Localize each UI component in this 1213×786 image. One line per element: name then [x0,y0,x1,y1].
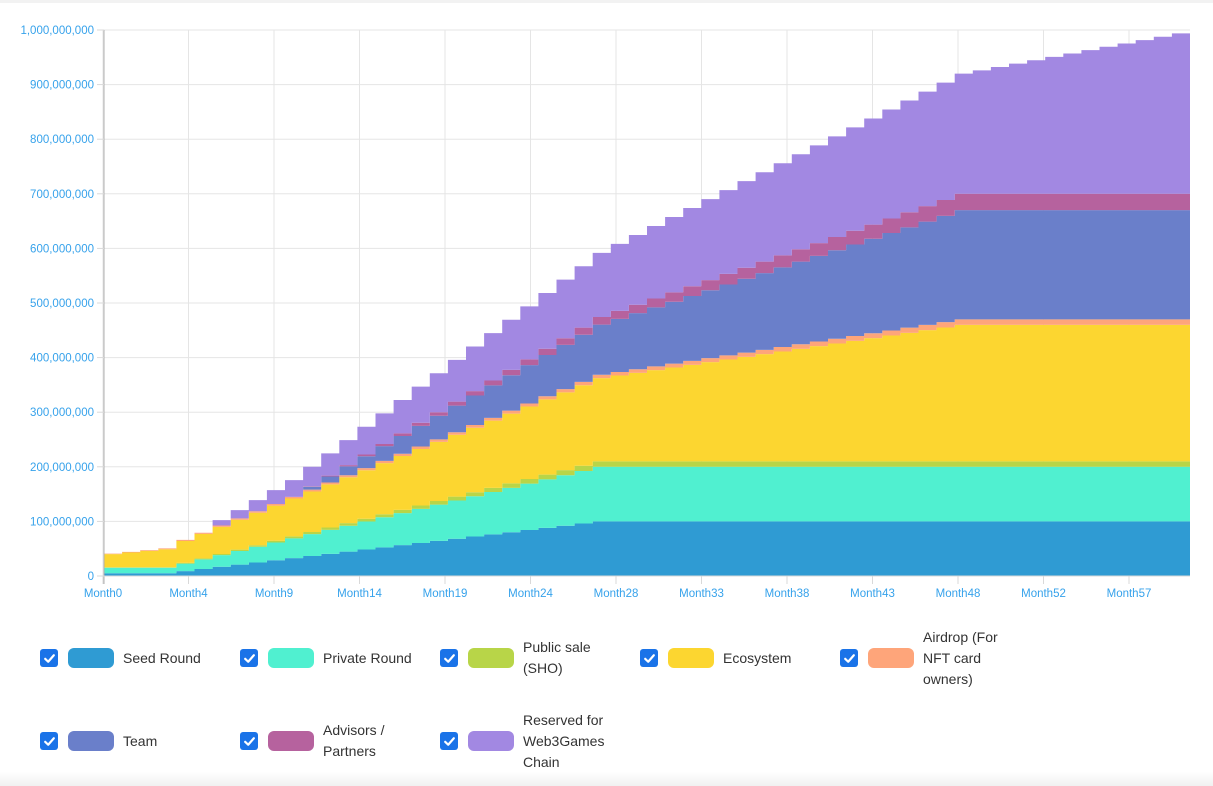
legend-checkbox[interactable] [440,732,458,750]
y-tick-label: 1,000,000,000 [20,25,94,37]
checkmark-icon [643,653,655,663]
area-ecosystem [104,324,1190,568]
checkmark-icon [843,653,855,663]
y-tick-label: 900,000,000 [30,80,94,92]
legend-swatch[interactable] [668,648,714,668]
legend-item-ecosystem[interactable]: Ecosystem [640,628,818,688]
legend-label-line: owners) [923,670,973,687]
area-team [104,210,1190,554]
top-border [0,0,1213,3]
legend-swatch[interactable] [468,648,514,668]
legend-label: Private Round [323,648,418,669]
y-tick-label: 100,000,000 [30,516,94,528]
legend-label: Ecosystem [723,648,818,669]
area-private-round [104,466,1190,574]
legend-label: Reserved for Web3Games Chain [523,710,618,773]
checkmark-icon [43,736,55,746]
legend-label: Team [123,731,218,752]
legend-swatch[interactable] [268,731,314,751]
x-tick-label: Month4 [169,588,208,600]
x-tick-label: Month52 [1021,588,1066,600]
checkmark-icon [443,736,455,746]
legend-item-seed-round[interactable]: Seed Round [40,628,218,688]
legend-checkbox[interactable] [40,649,58,667]
legend-label-line: Advisors / [323,722,385,738]
legend-swatch[interactable] [68,731,114,751]
x-tick-label: Month24 [508,588,553,600]
legend-checkbox[interactable] [40,732,58,750]
series-areas [104,30,1190,576]
legend-checkbox[interactable] [840,649,858,667]
y-tick-label: 400,000,000 [30,353,94,365]
bottom-border [0,772,1213,786]
y-axis-ticks: 0 100,000,000 200,000,000 300,000,000 400,00… [20,25,104,583]
legend-swatch[interactable] [468,731,514,751]
legend-item-airdrop-for-nft-card-owners[interactable]: Airdrop (For NFT card owners) [840,628,1018,688]
legend-label-line: Partners [323,743,376,759]
y-tick-label: 200,000,000 [30,462,94,474]
x-tick-label: Month28 [594,588,639,600]
x-tick-label: Month0 [84,588,122,600]
legend-label-line: Airdrop (For [923,628,998,645]
legend-item-public-sale-sho[interactable]: Public sale (SHO) [440,628,618,688]
legend-item-team[interactable]: Team [40,711,218,771]
legend-checkbox[interactable] [240,649,258,667]
legend-swatch[interactable] [68,648,114,668]
legend-item-private-round[interactable]: Private Round [240,628,418,688]
legend-label-line: Chain [523,753,560,770]
y-tick-label: 300,000,000 [30,407,94,419]
legend-swatch[interactable] [868,648,914,668]
legend-label-line: Private Round [323,649,412,666]
x-tick-label: Month9 [255,588,293,600]
legend-label-line: Reserved for [523,711,604,728]
legend-label-line: Team [123,732,158,749]
x-tick-label: Month57 [1107,588,1152,600]
area-seed-round [104,521,1190,576]
x-tick-label: Month14 [337,588,382,600]
x-tick-label: Month33 [679,588,724,600]
x-tick-label: Month19 [423,588,468,600]
checkmark-icon [43,653,55,663]
axes [103,30,1190,584]
checkmark-icon [443,653,455,663]
legend-swatch[interactable] [268,648,314,668]
legend-label-line: Seed Round [123,649,201,666]
x-tick-label: Month43 [850,588,895,600]
legend-label: Advisors / Partners [323,720,418,762]
legend-label: Seed Round [123,648,218,669]
legend-checkbox[interactable] [240,732,258,750]
legend-label-line: NFT card [923,649,982,666]
y-tick-label: 600,000,000 [30,243,94,255]
stacked-area-chart: 0 100,000,000 200,000,000 300,000,000 400,00… [20,25,1190,600]
y-tick-label: 700,000,000 [30,189,94,201]
legend-item-reserved-for-web3games-chain[interactable]: Reserved for Web3Games Chain [440,711,618,771]
x-axis-ticks: Month0 Month4 Month9 Month14 Month19 Month24 M… [84,576,1152,600]
checkmark-icon [243,653,255,663]
legend-label-line: Ecosystem [723,649,792,666]
legend-label: Public sale (SHO) [523,637,618,679]
area-reserved-for-web3games-chain [104,30,1190,554]
legend-label-line: Web3Games [523,732,605,749]
y-tick-label: 800,000,000 [30,134,94,146]
legend-label: Airdrop (For NFT card owners) [923,627,1018,690]
legend-checkbox[interactable] [440,649,458,667]
legend-label-line: Public sale [523,639,591,655]
legend-item-advisors-partners[interactable]: Advisors / Partners [240,711,418,771]
legend-checkbox[interactable] [640,649,658,667]
x-tick-label: Month48 [936,588,981,600]
y-tick-label: 500,000,000 [30,298,94,310]
legend-label-line: (SHO) [523,660,563,676]
checkmark-icon [243,736,255,746]
x-tick-label: Month38 [765,588,810,600]
y-tick-label: 0 [88,571,94,583]
